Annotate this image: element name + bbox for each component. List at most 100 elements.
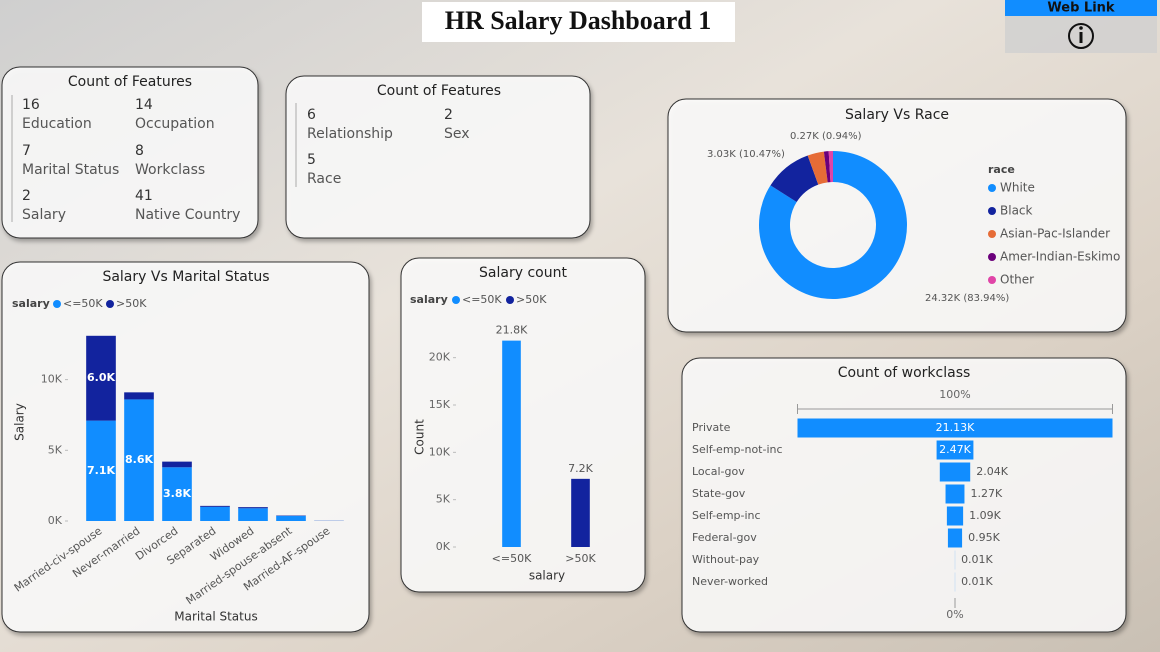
card-value: 2 (444, 107, 453, 123)
legend-label: Other (1000, 273, 1034, 287)
y-tick-label: 20K (429, 351, 451, 364)
card-value: 7 (22, 143, 31, 159)
card-value: 6 (307, 107, 316, 123)
bar (238, 507, 268, 509)
chart-title: Salary Vs Race (845, 107, 949, 123)
y-tick-label: 5K (48, 443, 63, 456)
card-label: Salary (22, 207, 66, 223)
card-label: Workclass (135, 162, 205, 178)
bar (502, 340, 521, 547)
data-label: 1.27K (970, 487, 1002, 500)
percent-label: 100% (939, 388, 970, 401)
data-label: 7.2K (568, 462, 593, 475)
chart-panel (681, 357, 1127, 633)
legend-title: salary (410, 293, 448, 306)
y-tick-label: 15K (429, 398, 451, 411)
card-label: Race (307, 171, 341, 187)
bar (86, 420, 116, 521)
card-value: 14 (135, 97, 153, 113)
donut-slice (807, 151, 828, 185)
donut-slice (823, 151, 831, 183)
legend-label: Amer-Indian-Eskimo (1000, 250, 1120, 264)
web-link-button[interactable] (1005, 0, 1157, 16)
bar (571, 478, 590, 547)
data-label: 1.09K (969, 509, 1001, 522)
category-label: Local-gov (692, 465, 745, 478)
data-label: 24.32K (83.94%) (925, 293, 1009, 304)
data-label: 2.04K (976, 465, 1008, 478)
card-value: 8 (135, 143, 144, 159)
info-icon[interactable] (1068, 23, 1094, 49)
y-tick-label: 5K (436, 493, 451, 506)
x-tick-label: <=50K (492, 552, 532, 565)
legend-marker (988, 276, 996, 284)
y-tick-label: 0K (436, 540, 451, 553)
card-label: Sex (444, 126, 470, 142)
bar (238, 508, 268, 521)
data-label: 6.0K (87, 371, 115, 384)
bar (276, 515, 306, 521)
y-tick-label: 10K (429, 445, 451, 458)
web-link-label[interactable]: Web Link (1047, 1, 1115, 16)
x-tick-label: >50K (565, 552, 596, 565)
bar (162, 461, 192, 468)
y-axis-label: Salary (13, 403, 27, 441)
card-label: Relationship (307, 126, 393, 142)
legend-marker (53, 300, 61, 308)
funnel-bar (939, 462, 971, 482)
data-label: 0.01K (961, 553, 993, 566)
legend-label: <=50K (63, 297, 103, 310)
funnel-bar (946, 506, 964, 526)
legend-label: Black (1000, 204, 1033, 218)
legend-label: White (1000, 181, 1035, 195)
category-label: Federal-gov (692, 531, 757, 544)
card-label: Marital Status (22, 162, 119, 178)
legend-marker (452, 296, 460, 304)
legend-marker (988, 253, 996, 261)
bar (124, 392, 154, 400)
donut-slice (828, 151, 833, 183)
y-tick-label: 0K (48, 514, 63, 527)
card-label: Native Country (135, 207, 240, 223)
info-circle[interactable] (1068, 23, 1094, 49)
data-label: 3.8K (163, 487, 191, 500)
card-value: 16 (22, 97, 40, 113)
donut-slice (770, 155, 819, 203)
percent-label: 0% (946, 608, 963, 621)
legend-title: race (988, 163, 1015, 176)
chart-title: Salary count (479, 265, 567, 281)
card-label: Occupation (135, 116, 215, 132)
legend-label: >50K (516, 293, 547, 306)
x-axis-label: salary (529, 569, 565, 583)
legend-marker (988, 184, 996, 192)
data-label: 2.47K (939, 443, 971, 456)
legend-marker (988, 207, 996, 215)
bar (200, 506, 230, 521)
data-label: 7.1K (87, 464, 115, 477)
funnel-bar (947, 528, 963, 548)
dashboard-title: HR Salary Dashboard 1 (445, 6, 712, 35)
card-panel (1, 66, 259, 239)
funnel-bar (936, 440, 974, 460)
card-panel (285, 75, 591, 239)
data-label: 21.13K (936, 421, 975, 434)
donut-slice (759, 151, 908, 300)
legend-marker (506, 296, 514, 304)
data-label: 21.8K (496, 324, 528, 337)
data-label: 8.6K (125, 453, 153, 466)
info-dot[interactable] (1079, 26, 1083, 30)
title-box (422, 2, 735, 42)
chart-title: Salary Vs Marital Status (102, 269, 269, 285)
card-title: Count of Features (377, 83, 501, 99)
category-label: Never-worked (692, 575, 768, 588)
legend-title: salary (12, 297, 50, 310)
card-value: 41 (135, 188, 153, 204)
info-stem[interactable] (1079, 32, 1083, 43)
legend-label: Asian-Pac-Islander (1000, 227, 1110, 241)
legend-label: >50K (116, 297, 147, 310)
bar (162, 467, 192, 521)
legend-marker (106, 300, 114, 308)
x-axis-label: Marital Status (174, 610, 257, 624)
legend-label: <=50K (462, 293, 502, 306)
